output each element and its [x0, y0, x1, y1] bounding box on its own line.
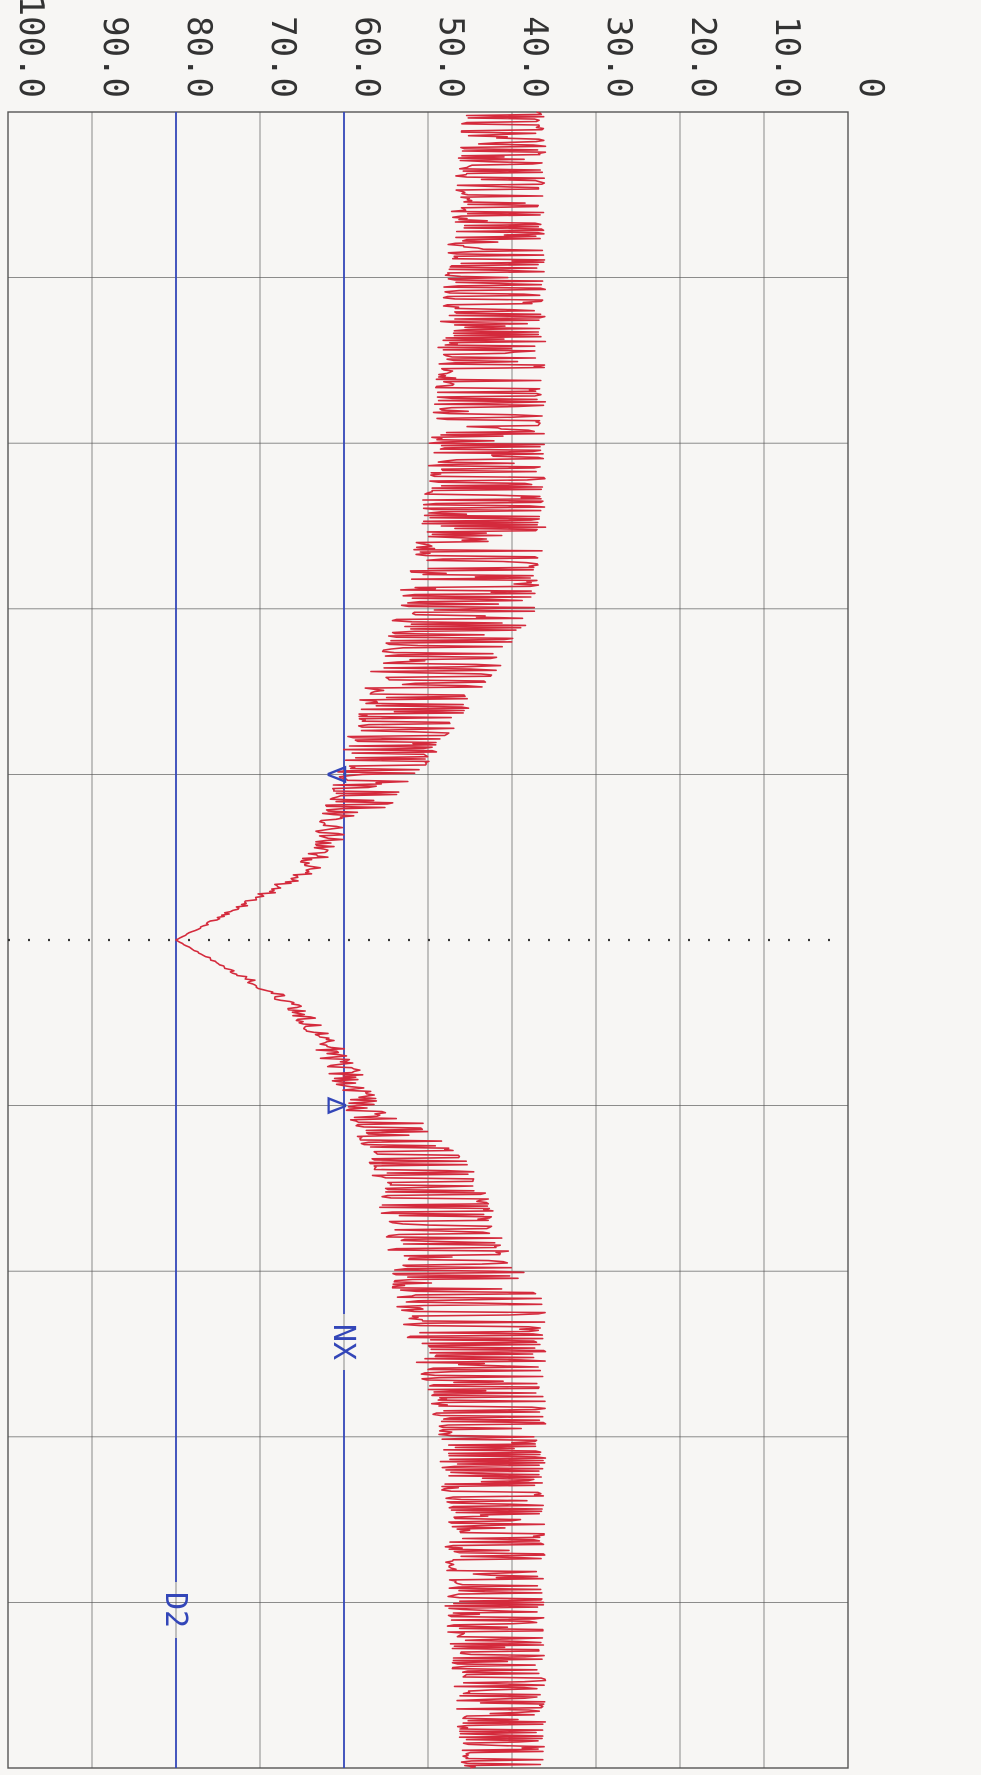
y-tick-label: 60.0 [347, 16, 387, 98]
marker-layer: ∇∆ [321, 765, 351, 1115]
reference-line-label: NX [326, 1324, 361, 1360]
trace-layer [175, 111, 547, 1769]
trace-marker: ∇ [321, 765, 351, 784]
y-tick-label: 40.0 [515, 16, 555, 98]
y-tick-label: 0 [851, 78, 891, 98]
trace-marker: ∆ [321, 1096, 351, 1115]
reference-line-label: D2 [158, 1592, 193, 1628]
y-tick-label: 30.0 [599, 16, 639, 98]
y-tick-label: 50.0 [431, 16, 471, 98]
series-trace [175, 111, 547, 1769]
y-tick-label: 10.0 [767, 16, 807, 98]
y-tick-label: 70.0 [263, 16, 303, 98]
y-tick-label: 80.0 [179, 16, 219, 98]
y-tick-label: 20.0 [683, 16, 723, 98]
tick-labels: 0 10.0 20.0 30.0 40.0 50.0 60.0 70.0 80.0 90.0 100… [11, 0, 891, 98]
reference-lines: D2 NX [158, 112, 361, 1768]
y-tick-label: 90.0 [95, 16, 135, 98]
y-tick-label: 100.0 [11, 0, 51, 98]
